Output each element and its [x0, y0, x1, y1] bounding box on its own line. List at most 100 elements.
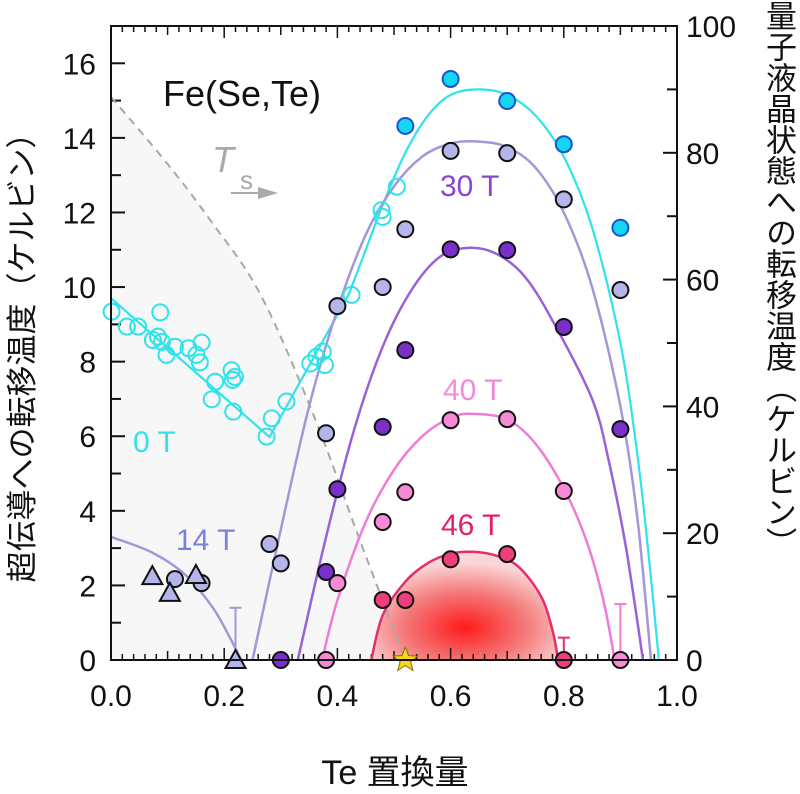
data-point-lavender [441, 141, 460, 160]
y-tick-label-left: 6 [79, 421, 96, 454]
data-point-0T-open [301, 354, 320, 373]
ts-label: T [212, 139, 237, 180]
data-point-0T-open [206, 372, 225, 391]
y-tick-label-left: 16 [63, 48, 96, 81]
data-point-lavender [317, 424, 336, 443]
data-point-30T [554, 317, 573, 336]
y-tick-label-left: 14 [63, 123, 96, 156]
data-point-0T-open [313, 342, 332, 361]
data-point-0T-open [387, 177, 406, 196]
data-point-cyan-filled [441, 69, 460, 88]
data-point-lavender [396, 220, 415, 239]
data-point-40T [328, 574, 347, 593]
40t-curve [320, 412, 616, 661]
data-point-0T-open [129, 317, 148, 336]
data-point-40T [554, 482, 573, 501]
data-point-0T-open [224, 402, 243, 421]
data-point-0T-open [372, 201, 391, 220]
star-marker-icon [391, 645, 420, 672]
data-point-0T-open [373, 207, 392, 226]
y-tick-label-left: 8 [79, 347, 96, 380]
data-point-14T-triangle [140, 564, 165, 586]
data-point-14T-triangle [184, 562, 208, 584]
x-tick-label: 0.6 [430, 680, 472, 713]
y-tick-label-left: 12 [63, 197, 96, 230]
label-30T: 30 T [440, 170, 500, 203]
data-point-0T-open [262, 409, 281, 428]
data-point-0T-open [143, 331, 162, 350]
y-tick-label-left: 2 [79, 570, 96, 603]
data-point-46T [498, 545, 517, 564]
y-tick-label-right: 40 [686, 391, 719, 424]
y-tick-label-right: 0 [686, 645, 703, 678]
ts-dashed-line [110, 96, 407, 661]
data-point-0T-open [315, 356, 334, 375]
data-point-0T-open [225, 367, 244, 386]
y-tick-label-right: 20 [686, 518, 719, 551]
data-point-cyan-filled [396, 116, 415, 135]
data-point-0T-open [148, 327, 167, 346]
y-axis-left-title: 超伝導への転移温度（ケルビン） [5, 117, 40, 583]
y-tick-label-left: 10 [63, 272, 96, 305]
data-point-30T [373, 417, 392, 436]
data-point-0T-open [117, 317, 136, 336]
label-40T: 40 T [443, 374, 503, 407]
data-point-0T-open [223, 370, 242, 389]
y-tick-label-right: 80 [686, 138, 719, 171]
data-point-40T [396, 483, 415, 502]
x-tick-label: 0.4 [317, 680, 359, 713]
data-point-cyan-filled [554, 135, 573, 154]
data-point-cyan-filled [611, 218, 630, 237]
data-point-0T-open [257, 427, 276, 446]
data-point-0T-open [190, 353, 209, 372]
data-point-40T [373, 513, 392, 532]
data-point-30T [317, 562, 336, 581]
lavender-dome-curve [251, 140, 653, 661]
data-point-0T-open [151, 303, 170, 322]
data-point-0T-open [277, 392, 296, 411]
y-tick-label-right: 60 [686, 265, 719, 298]
data-point-46T [396, 590, 415, 609]
data-point-0T-open [342, 285, 361, 304]
ts-arrow-icon [231, 187, 278, 199]
data-point-lavender [260, 535, 279, 554]
data-point-30T [396, 341, 415, 360]
plot-frame [110, 25, 678, 661]
data-point-0T-open [192, 333, 211, 352]
x-tick-label: 0.2 [203, 680, 245, 713]
30t-curve [296, 246, 645, 661]
data-point-0T-open [157, 345, 176, 364]
data-point-lavender [271, 554, 290, 573]
data-point-40T [441, 411, 460, 430]
y-tick-label-left: 0 [79, 645, 96, 678]
label-46T: 46 T [441, 509, 501, 542]
data-point-lavender [554, 190, 573, 209]
data-point-lavender [611, 281, 630, 300]
x-axis-title: Te 置換量 [321, 754, 469, 792]
label-14T: 14 T [176, 524, 236, 557]
x-tick-label: 0.0 [90, 680, 132, 713]
x-tick-label: 0.8 [543, 680, 585, 713]
data-point-0T-open [152, 332, 171, 351]
data-point-0T-open [202, 390, 221, 409]
46t-curve [370, 550, 560, 661]
data-point-30T [498, 241, 517, 260]
label-0T: 0 T [133, 426, 176, 459]
data-point-46T [373, 590, 392, 609]
data-point-14T-triangle [158, 580, 182, 602]
fe-se-te-label: Fe(Se,Te) [163, 73, 321, 114]
data-point-lavender [373, 278, 392, 297]
data-point-40T [498, 410, 517, 429]
data-point-46T [441, 550, 460, 569]
46t-dome-fill [371, 551, 559, 660]
data-point-lavender [328, 297, 347, 316]
ts-subscript: s [240, 165, 253, 195]
data-point-cyan-filled [498, 91, 517, 110]
y-tick-label-left: 4 [79, 496, 96, 529]
data-point-30T [611, 420, 630, 439]
data-point-30T [441, 240, 460, 259]
data-point-30T [328, 480, 347, 499]
y-axis-right-title: 量子液晶状態への転移温度（ケルビン） [761, 0, 796, 558]
cyan-0T-curve [110, 88, 660, 661]
